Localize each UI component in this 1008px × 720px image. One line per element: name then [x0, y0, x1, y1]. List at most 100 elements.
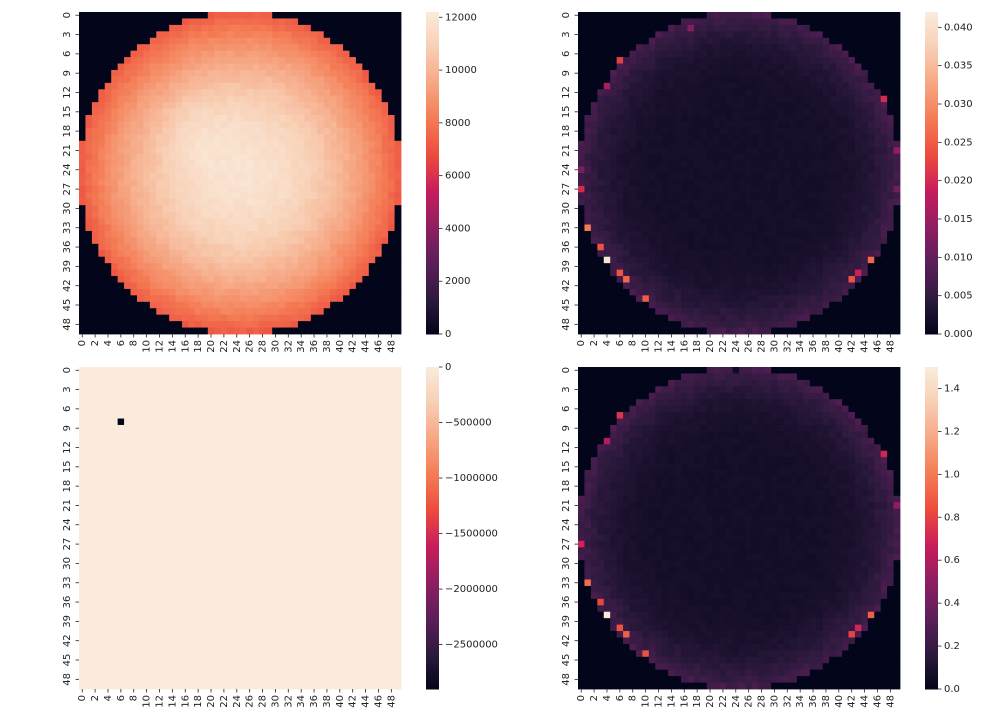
heatmap-cell	[836, 25, 843, 32]
heatmap-cell	[597, 295, 604, 302]
heatmap-cell	[617, 231, 624, 238]
heatmap-cell	[874, 76, 881, 83]
heatmap-cell	[201, 128, 208, 135]
heatmap-cell	[266, 237, 273, 244]
heatmap-cell	[285, 199, 292, 206]
heatmap-cell	[343, 76, 350, 83]
heatmap-cell	[726, 295, 733, 302]
heatmap-cell	[382, 83, 389, 90]
heatmap-cell	[687, 89, 694, 96]
heatmap-cell	[861, 141, 868, 148]
heatmap-cell	[79, 134, 86, 141]
heatmap-cell	[285, 237, 292, 244]
heatmap-cell	[868, 282, 875, 289]
heatmap-cell	[842, 44, 849, 51]
heatmap-cell	[636, 244, 643, 251]
heatmap-cell	[604, 12, 611, 19]
heatmap-cell	[124, 231, 131, 238]
heatmap-cell	[234, 18, 241, 25]
heatmap-cell	[79, 109, 86, 116]
heatmap-cell	[791, 173, 798, 180]
heatmap-cell	[246, 64, 253, 71]
heatmap-cell	[285, 257, 292, 264]
heatmap-cell	[330, 173, 337, 180]
heatmap-cell	[195, 308, 202, 315]
heatmap-cell	[356, 64, 363, 71]
heatmap-cell	[752, 231, 759, 238]
heatmap-cell	[221, 276, 228, 283]
heatmap-cell	[604, 160, 611, 167]
heatmap-cell	[246, 289, 253, 296]
heatmap-cell	[887, 38, 894, 45]
heatmap-cell	[266, 263, 273, 270]
heatmap-cell	[778, 167, 785, 174]
heatmap-cell	[304, 89, 311, 96]
heatmap-cell	[623, 250, 630, 257]
heatmap-cell	[111, 83, 118, 90]
heatmap-cell	[349, 328, 356, 335]
heatmap-cell	[758, 276, 765, 283]
heatmap-cell	[330, 154, 337, 161]
heatmap-cell	[324, 38, 331, 45]
heatmap-cell	[395, 231, 402, 238]
heatmap-cell	[156, 192, 163, 199]
heatmap-cell	[836, 64, 843, 71]
heatmap-cell	[855, 141, 862, 148]
heatmap-cell	[143, 173, 150, 180]
heatmap-cell	[784, 282, 791, 289]
heatmap-cell	[617, 205, 624, 212]
heatmap-cell	[662, 64, 669, 71]
heatmap-cell	[279, 218, 286, 225]
heatmap-cell	[105, 212, 112, 219]
heatmap-cell	[694, 128, 701, 135]
heatmap-cell	[169, 31, 176, 38]
heatmap-cell	[720, 44, 727, 51]
heatmap-cell	[266, 12, 273, 19]
heatmap-cell	[240, 64, 247, 71]
heatmap-cell	[642, 205, 649, 212]
heatmap-cell	[745, 64, 752, 71]
heatmap-cell	[124, 212, 131, 219]
heatmap-cell	[292, 237, 299, 244]
heatmap-cell	[584, 109, 591, 116]
heatmap-cell	[655, 231, 662, 238]
heatmap-cell	[182, 38, 189, 45]
heatmap-cell	[752, 289, 759, 296]
heatmap-cell	[836, 96, 843, 103]
heatmap-cell	[591, 102, 598, 109]
heatmap-cell	[894, 121, 901, 128]
heatmap-cell	[240, 89, 247, 96]
x-tick-label: 10	[142, 340, 153, 353]
heatmap-cell	[752, 263, 759, 270]
heatmap-cell	[642, 18, 649, 25]
heatmap-cell	[881, 160, 888, 167]
heatmap-cell	[791, 212, 798, 219]
heatmap-cell	[617, 141, 624, 148]
heatmap-cell	[868, 128, 875, 135]
heatmap-cell	[105, 205, 112, 212]
heatmap-cell	[887, 89, 894, 96]
heatmap-cell	[623, 12, 630, 19]
heatmap-cell	[797, 154, 804, 161]
heatmap-cell	[395, 205, 402, 212]
heatmap-cell	[375, 57, 382, 64]
heatmap-cell	[343, 154, 350, 161]
heatmap-cell	[578, 218, 585, 225]
heatmap-cell	[617, 147, 624, 154]
heatmap-cell	[124, 308, 131, 315]
heatmap-cell	[317, 70, 324, 77]
heatmap-cell	[221, 154, 228, 161]
heatmap-cell	[279, 295, 286, 302]
heatmap-cell	[700, 167, 707, 174]
heatmap-cell	[662, 76, 669, 83]
heatmap-cell	[395, 237, 402, 244]
heatmap-cell	[700, 270, 707, 277]
heatmap-cell	[848, 179, 855, 186]
heatmap-cell	[894, 263, 901, 270]
heatmap-cell	[584, 244, 591, 251]
heatmap-cell	[784, 154, 791, 161]
heatmap-cell	[803, 147, 810, 154]
heatmap-cell	[266, 38, 273, 45]
heatmap-cell	[375, 263, 382, 270]
heatmap-cell	[861, 134, 868, 141]
